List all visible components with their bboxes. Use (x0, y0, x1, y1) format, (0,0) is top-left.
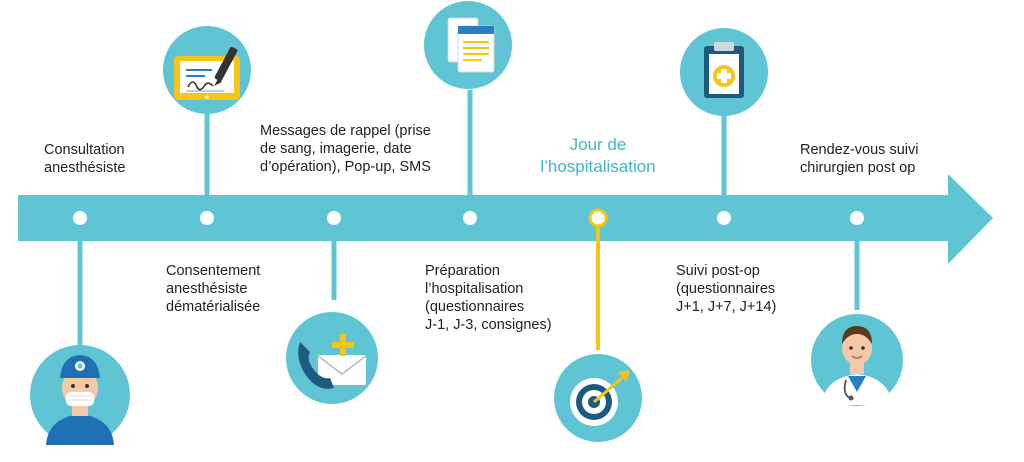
anesthesiologist-icon (30, 345, 130, 445)
label-rappel: Messages de rappel (prise de sang, image… (260, 123, 431, 175)
label-rendezvous: Rendez-vous suivi chirurgien post op (800, 142, 919, 176)
e-signature-icon (163, 26, 251, 114)
node-rendezvous (850, 211, 864, 225)
label-preparation: Préparation l’hospitalisation (questionn… (425, 263, 552, 333)
node-consentement (200, 211, 214, 225)
phone-mail-icon (286, 312, 378, 404)
node-rappel (327, 211, 341, 225)
target-icon (554, 354, 642, 442)
node-preparation (463, 211, 477, 225)
surgeon-icon (811, 314, 903, 406)
label-consentement: Consentement anesthésiste dématérialisée (166, 263, 261, 315)
medical-clipboard-icon (680, 28, 768, 116)
node-suivi (717, 211, 731, 225)
documents-icon (424, 1, 512, 89)
timeline-arrow (18, 174, 993, 264)
node-consultation (73, 211, 87, 225)
label-suivi: Suivi post-op (questionnaires J+1, J+7, … (676, 263, 777, 315)
label-consultation: Consultation anesthésiste (44, 142, 126, 176)
node-jour (588, 208, 608, 228)
label-jour: Jour de l’hospitalisation (540, 135, 656, 176)
